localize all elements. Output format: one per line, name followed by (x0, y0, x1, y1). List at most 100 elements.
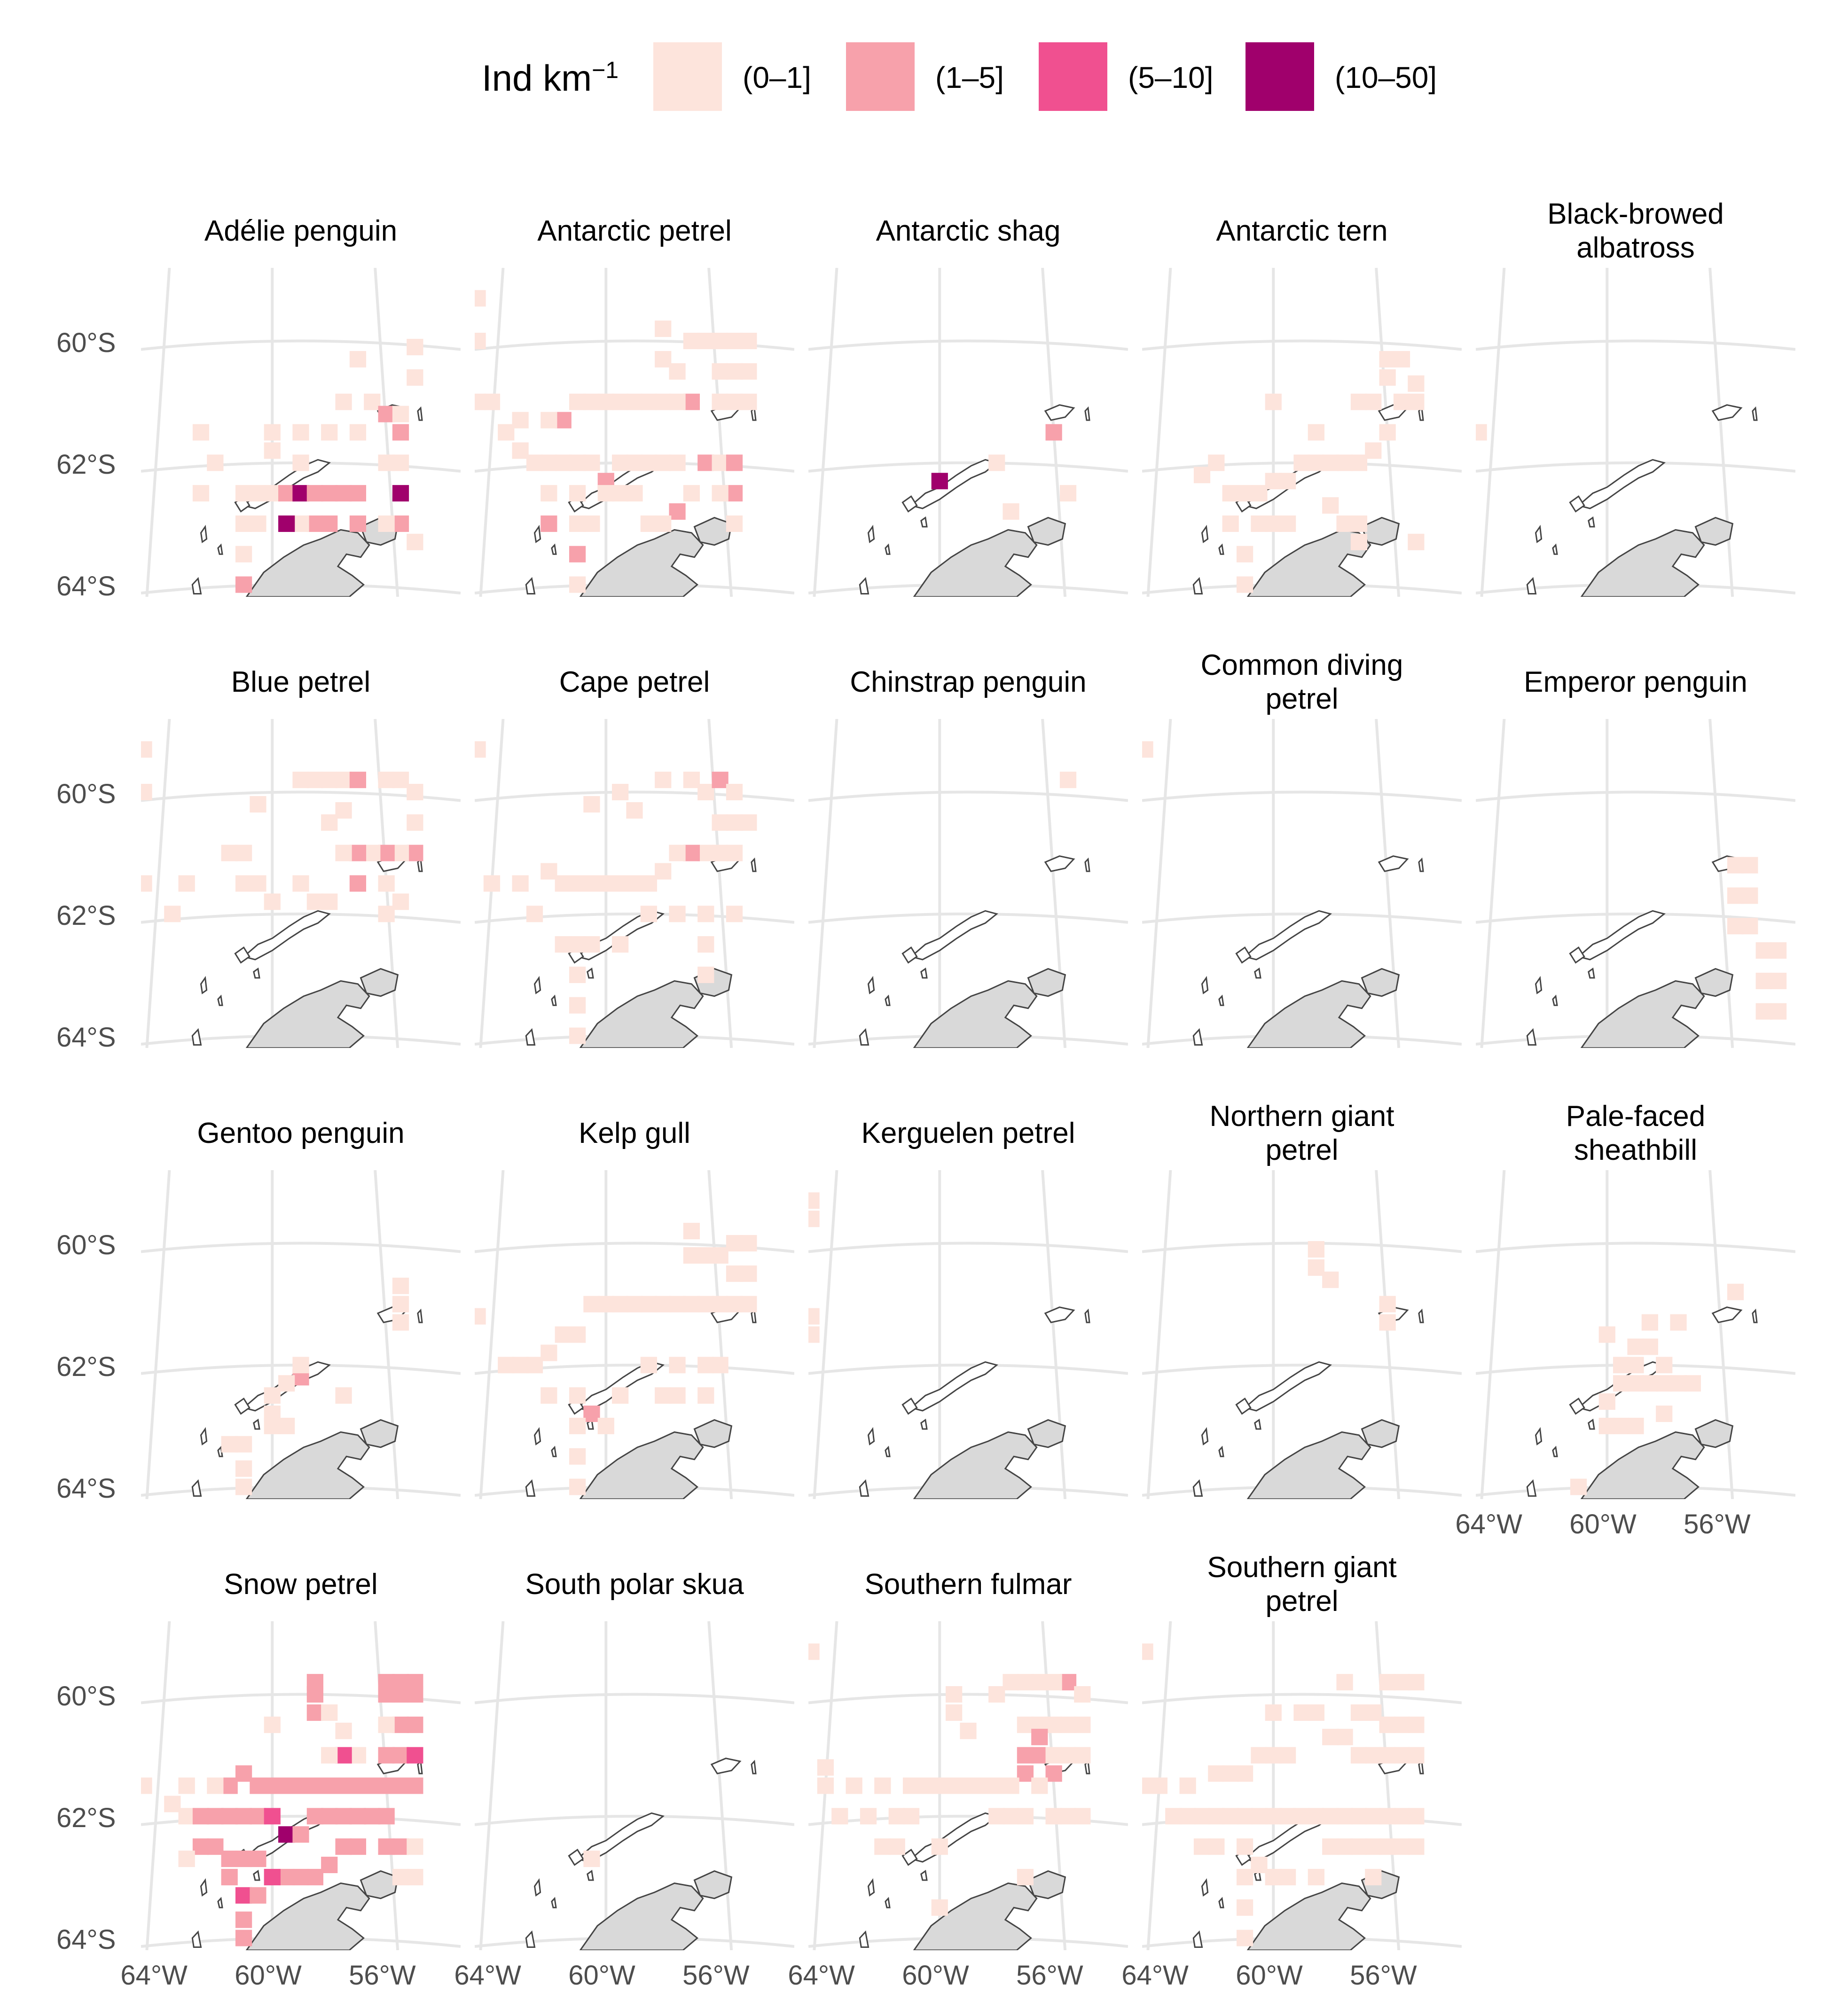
density-cell (1236, 1838, 1253, 1855)
island-outline (1711, 404, 1743, 421)
density-cell (392, 1838, 409, 1855)
density-cell (221, 1436, 238, 1453)
island-outline (533, 1427, 541, 1446)
density-cell (740, 363, 757, 380)
density-cell (292, 485, 309, 502)
island-outline (191, 1930, 202, 1948)
island-outline (551, 543, 557, 555)
density-cell (1670, 1375, 1687, 1392)
density-cell (569, 485, 586, 502)
density-cell (250, 1887, 266, 1904)
map-area (808, 719, 1128, 1048)
antarctic-peninsula-land (913, 1882, 1038, 1950)
density-cell (1142, 1777, 1153, 1794)
density-cell (1017, 1765, 1034, 1782)
island-outline (253, 1869, 260, 1881)
density-cell (1059, 1674, 1077, 1691)
density-cell (1393, 1674, 1410, 1691)
density-cell (540, 863, 557, 880)
lat-tick-label: 64°S (56, 1473, 116, 1504)
density-cell (321, 515, 338, 532)
density-cell (1365, 1747, 1382, 1764)
density-cell (655, 772, 672, 789)
density-cell (1179, 1777, 1196, 1794)
graticule-lon-line (707, 1621, 733, 1950)
density-cell (1322, 1728, 1339, 1745)
density-cell (1365, 1704, 1382, 1721)
density-cell (712, 772, 728, 789)
density-cell (1365, 442, 1382, 459)
density-cell (597, 1417, 614, 1434)
density-cell (278, 485, 295, 502)
density-cell (264, 424, 281, 441)
density-cell (1408, 393, 1425, 410)
density-cell (1641, 1375, 1658, 1392)
density-cell (1336, 1674, 1353, 1691)
graticule-lon-line (813, 1170, 838, 1499)
map-panel: Cape petrel (475, 649, 794, 1048)
density-cell (1393, 1808, 1410, 1825)
density-cell (335, 1777, 352, 1794)
density-cell (1193, 467, 1211, 484)
density-cell (349, 1777, 367, 1794)
island-outline (217, 543, 223, 555)
density-cell (264, 442, 281, 459)
density-cell (540, 454, 557, 471)
density-cell (874, 1777, 891, 1794)
density-cell (1045, 1765, 1062, 1782)
graticule-lat-line (1142, 912, 1462, 924)
density-cell (1251, 1808, 1268, 1825)
density-cell (378, 515, 395, 532)
density-cell (817, 1759, 834, 1776)
density-cell (349, 772, 367, 789)
density-cell (1222, 515, 1239, 532)
density-cell (178, 875, 195, 892)
density-cell (569, 546, 586, 563)
island-outline (1084, 406, 1090, 421)
density-cell (726, 1265, 743, 1282)
density-cell (1165, 1808, 1182, 1825)
density-cell (321, 1777, 338, 1794)
density-cell (1727, 887, 1744, 904)
density-cell (1236, 546, 1253, 563)
density-cell (264, 485, 281, 502)
density-cell (831, 1808, 848, 1825)
density-cell (846, 1777, 862, 1794)
density-cell (1293, 1808, 1310, 1825)
island-outline (1192, 1028, 1203, 1046)
density-cell (569, 1027, 586, 1044)
density-cell (1059, 485, 1077, 502)
graticule-lon-line (145, 1621, 171, 1950)
density-cell (1236, 1930, 1253, 1946)
density-cell (1279, 1808, 1296, 1825)
density-cell (1222, 1808, 1239, 1825)
density-cell (626, 485, 643, 502)
density-cell (626, 802, 643, 819)
density-cell (1208, 1808, 1225, 1825)
island-outline (867, 1427, 875, 1446)
lat-tick-label: 62°S (56, 1351, 116, 1382)
density-cell (669, 503, 686, 520)
density-cell (1222, 485, 1239, 502)
density-cell (392, 1296, 409, 1313)
density-cell (221, 844, 238, 861)
lon-tick-label: 64°W (1121, 1960, 1189, 1991)
density-cell (1408, 375, 1425, 392)
island-outline (551, 994, 557, 1006)
density-cell (221, 1851, 238, 1868)
graticule-lat-line (808, 1242, 1128, 1253)
island-outline (1243, 1361, 1332, 1412)
density-cell (1613, 1417, 1630, 1434)
density-cell (364, 1808, 381, 1825)
density-cell (1598, 1393, 1615, 1410)
density-cell (221, 1777, 238, 1794)
density-cell (335, 1747, 352, 1764)
density-cell (988, 1686, 1005, 1703)
map-panel: Gentoo penguin (141, 1100, 461, 1499)
density-cell (583, 393, 600, 410)
density-cell (1265, 1868, 1282, 1885)
density-cell (1279, 1747, 1296, 1764)
density-cell (335, 844, 352, 861)
density-cell (278, 1826, 295, 1843)
lon-tick-label: 60°W (235, 1960, 302, 1991)
